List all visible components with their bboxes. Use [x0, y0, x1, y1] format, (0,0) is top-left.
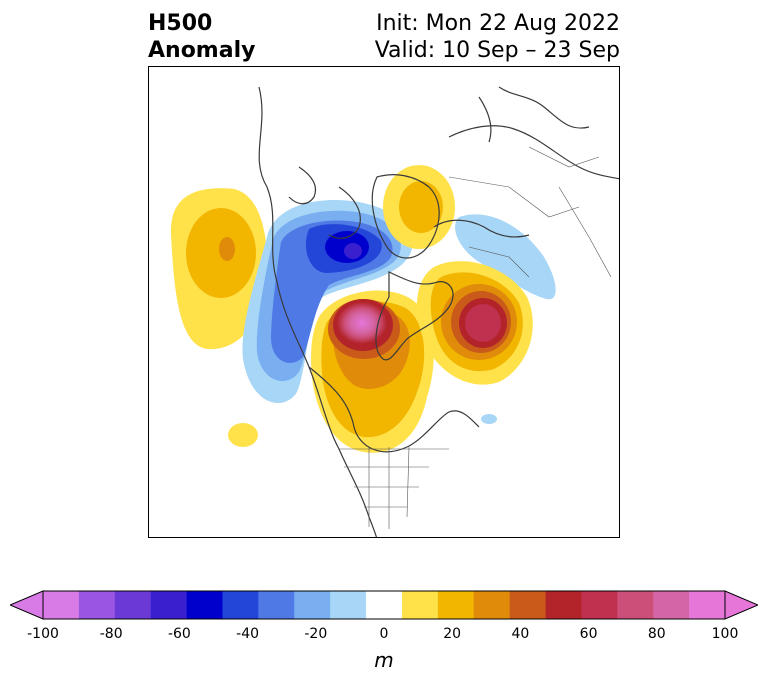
title-line-1: H500	[148, 11, 213, 36]
colorbar-tick-label: -80	[99, 626, 123, 642]
colorbar-tick-label: 20	[443, 626, 462, 642]
map-canvas	[170, 86, 619, 537]
colorbar-box	[689, 591, 726, 619]
borders	[339, 146, 612, 529]
colorbar-box	[437, 591, 475, 619]
anomaly-negative-canada	[242, 200, 413, 404]
anomaly-positive-north-america	[311, 290, 434, 453]
colorbar-box	[473, 591, 510, 619]
colorbar-box	[653, 591, 690, 619]
valid-range: Valid: 10 Sep – 23 Sep	[374, 38, 620, 63]
colorbar-box	[509, 591, 546, 619]
colorbar-min-arrow	[10, 590, 44, 620]
colorbar-tick-label: 100	[711, 626, 739, 642]
colorbar-box	[78, 591, 116, 619]
colorbar-tick-label: -60	[167, 626, 191, 642]
anomaly-positive-greenland	[383, 165, 455, 249]
colorbar-tick-label: -100	[27, 626, 59, 642]
colorbar-box	[258, 591, 295, 619]
colorbar-tick-label: 40	[511, 626, 530, 642]
title-line-2: Anomaly	[148, 38, 256, 63]
colorbar-box	[617, 591, 654, 619]
colorbar-box	[114, 591, 151, 619]
init-date: Init: Mon 22 Aug 2022	[376, 11, 620, 36]
anomaly-negative-siberia	[455, 214, 556, 424]
colorbar-box	[43, 591, 80, 619]
colorbar-tick-label: -20	[304, 626, 328, 642]
anomaly-map	[148, 66, 620, 538]
anomaly-positive-europe	[416, 261, 533, 385]
date-info: Init: Mon 22 Aug 2022 Valid: 10 Sep – 23…	[375, 10, 620, 64]
colorbar-box	[186, 591, 223, 619]
colorbar-max-arrow	[724, 590, 758, 620]
colorbar-tick-label: -40	[236, 626, 260, 642]
colorbar-boxes	[42, 590, 726, 620]
colorbar-unit-label: m	[374, 648, 394, 672]
colorbar	[10, 590, 758, 620]
anomaly-positive-subtropics	[228, 423, 258, 447]
colorbar-box	[222, 591, 259, 619]
colorbar-tick-label: 80	[647, 626, 666, 642]
colorbar-tick-label: 60	[579, 626, 598, 642]
coastlines	[258, 86, 619, 537]
anomaly-positive-pacific	[170, 188, 268, 350]
colorbar-box	[581, 591, 618, 619]
colorbar-box	[401, 591, 439, 619]
colorbar-box	[150, 591, 187, 619]
colorbar-box	[545, 591, 582, 619]
colorbar-tick-label: 0	[379, 626, 389, 642]
colorbar-box	[330, 591, 367, 619]
map-title: H500 Anomaly	[148, 10, 255, 64]
colorbar-box	[366, 591, 403, 619]
colorbar-box	[294, 591, 331, 619]
